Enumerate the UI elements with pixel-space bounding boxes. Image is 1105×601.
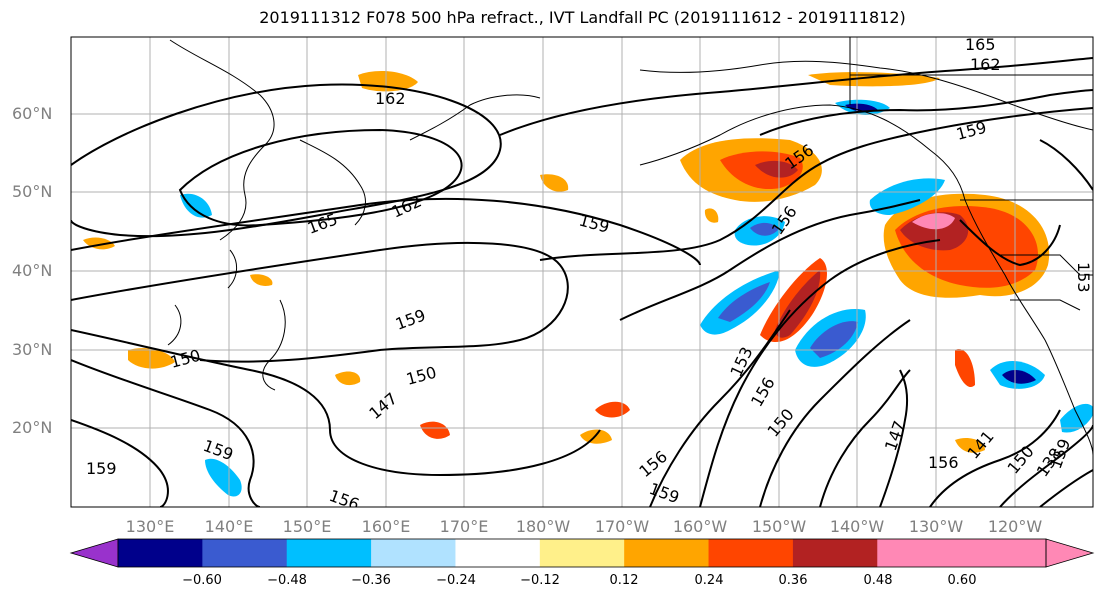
colorbar-outline <box>117 538 1047 568</box>
lon-label: 140°W <box>829 517 885 536</box>
lat-label: 60°N <box>12 104 53 123</box>
colorbar-tick-label: 0.36 <box>778 573 808 588</box>
colorbar <box>69 538 1095 568</box>
colorbar-tick-label: −0.12 <box>520 573 560 588</box>
negative-anomaly-patch <box>869 178 945 215</box>
colorbar-segment <box>708 539 794 567</box>
colorbar-segment <box>539 539 625 567</box>
lon-label: 150°E <box>282 517 332 536</box>
lat-label: 40°N <box>12 261 53 280</box>
negative-anomaly-patch <box>1002 369 1036 384</box>
contour-label: 162 <box>375 89 406 108</box>
lon-label: 120°W <box>987 517 1043 536</box>
lon-label: 170°W <box>594 517 650 536</box>
lon-label: 170°E <box>439 517 489 536</box>
negative-anomaly-patch <box>205 458 242 497</box>
positive-anomaly-patch <box>704 208 719 223</box>
map-frame <box>70 36 1094 508</box>
positive-anomaly-patch <box>128 348 175 369</box>
contour-label: 159 <box>86 459 117 478</box>
negative-anomaly-patch <box>1060 403 1093 433</box>
colorbar-tick-label: −0.48 <box>267 573 307 588</box>
negative-anomaly-patch <box>810 321 858 358</box>
lat-label: 30°N <box>12 340 53 359</box>
positive-anomaly-patch <box>595 401 630 418</box>
lat-label: 50°N <box>12 182 53 201</box>
colorbar-segment <box>118 539 203 567</box>
colorbar-tick-label: 0.12 <box>609 573 639 588</box>
lon-label: 130°E <box>125 517 175 536</box>
colorbar-tick-label: −0.24 <box>436 573 476 588</box>
contour-label: 162 <box>970 55 1001 74</box>
colorbar-segment <box>455 539 541 567</box>
negative-anomaly-patch <box>718 282 770 322</box>
positive-anomaly-patch <box>335 371 361 386</box>
positive-anomaly-patch <box>955 438 985 453</box>
negative-anomaly-patch <box>750 222 778 236</box>
colorbar-tick-label: 0.60 <box>947 573 977 588</box>
lon-label: 140°E <box>204 517 254 536</box>
colorbar-tick-label: −0.60 <box>182 573 222 588</box>
positive-anomaly-patch <box>755 160 798 178</box>
colorbar-segment <box>877 539 963 567</box>
contour-label: 165 <box>965 35 996 54</box>
refractivity-contours <box>71 57 1093 507</box>
colorbar-tick-label: −0.36 <box>351 573 391 588</box>
colorbar-extend-low <box>69 538 119 568</box>
colorbar-extend-high <box>1045 538 1095 568</box>
colorbar-tick-label: 0.24 <box>694 573 724 588</box>
positive-anomaly-patch <box>912 213 955 230</box>
positive-anomaly-patch <box>420 421 450 439</box>
lon-label: 160°W <box>672 517 728 536</box>
lat-label: 20°N <box>12 418 53 437</box>
positive-anomaly-patch <box>808 72 940 87</box>
graticule <box>71 37 1093 507</box>
lon-label: 160°E <box>361 517 411 536</box>
lon-label: 130°W <box>908 517 964 536</box>
colorbar-segment <box>624 539 710 567</box>
positive-anomaly-patch <box>955 349 975 388</box>
colorbar-segment <box>961 539 1047 567</box>
colorbar-segment <box>286 539 372 567</box>
contour-label: 153 <box>1074 262 1093 293</box>
positive-anomaly-patch <box>540 174 569 192</box>
colorbar-tick-label: 0.48 <box>863 573 893 588</box>
colorbar-segment <box>792 539 878 567</box>
lon-label: 180°W <box>515 517 571 536</box>
political-borders <box>849 37 1093 311</box>
colorbar-segment <box>371 539 456 567</box>
contour-label: 156 <box>928 453 959 472</box>
colorbar-segment <box>202 539 288 567</box>
positive-anomaly-patch <box>250 274 273 286</box>
negative-anomaly-patch <box>180 193 212 218</box>
lon-label: 150°W <box>751 517 807 536</box>
map-title: 2019111312 F078 500 hPa refract., IVT La… <box>259 8 906 27</box>
